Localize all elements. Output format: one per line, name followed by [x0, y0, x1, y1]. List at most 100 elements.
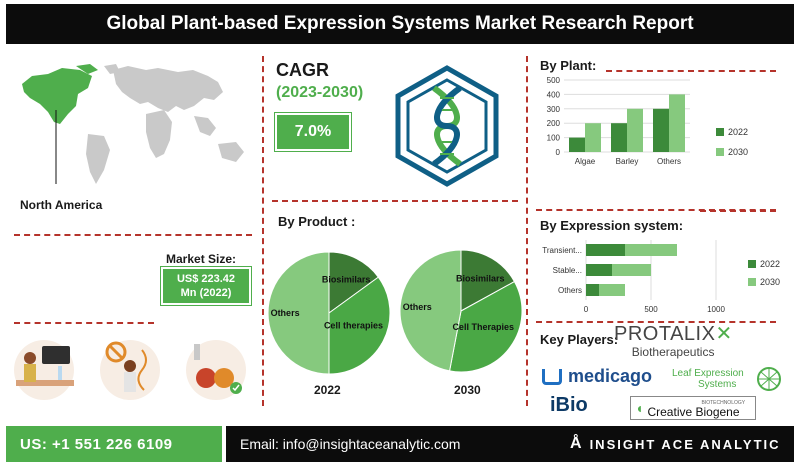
creative-biogene-logo: ◖ BIOTECHNOLOGY Creative Biogene [630, 396, 756, 420]
divider-right-h2 [536, 321, 776, 323]
ibio-logo: iBio [550, 394, 588, 416]
expr-bar-2022 [586, 284, 599, 296]
dna-hexagon-icon [395, 65, 499, 187]
market-size-value-line1: US$ 223.42 [176, 273, 236, 285]
pie-slice-label: Biosimilars [456, 273, 505, 283]
plant-bar-2030 [585, 123, 601, 152]
cagr-period: (2023-2030) [276, 84, 364, 101]
region-label: North America [20, 198, 103, 212]
plant-y-tick-label: 300 [547, 105, 561, 114]
plant-y-tick-label: 100 [547, 134, 561, 143]
report-title: Global Plant-based Expression Systems Ma… [6, 4, 794, 44]
medicago-logo: medicago [542, 366, 652, 387]
world-map [22, 64, 244, 184]
expression-bar-chart: 0 500 1000 Transient... Stable... Others 2022 2… [542, 240, 780, 314]
product-title: By Product : [278, 214, 356, 229]
creative-icon: ◖ [635, 400, 644, 416]
lab-illustration-3 [186, 340, 246, 400]
plant-bar-2030 [627, 108, 643, 152]
expr-x-tick-label: 500 [644, 305, 658, 314]
plant-legend-label: 2030 [728, 147, 748, 157]
expr-legend-swatch [748, 260, 756, 268]
plant-y-tick-label: 500 [547, 76, 561, 85]
divider-right-h [536, 209, 776, 211]
expr-y-tick-label: Stable... [553, 266, 582, 275]
leaf-name-line1: Leaf Expression [672, 368, 744, 379]
expr-bar-2030 [612, 264, 651, 276]
footer-contact-bar: Email: info@insightaceanalytic.com Å INS… [226, 426, 794, 462]
pie-slice [328, 251, 380, 314]
plant-bar-chart: 0 100 200 300 400 500 Algae Barley Others 2022 203… [547, 76, 748, 166]
market-size-value-line2: Mn (2022) [180, 287, 232, 299]
lab-illustration-1 [14, 340, 74, 400]
brand-logo-icon: Å [570, 435, 582, 452]
footer-phone[interactable]: US: +1 551 226 6109 [6, 426, 222, 462]
leaf-name-line2: Systems [698, 379, 737, 390]
medicago-name: medicago [568, 366, 653, 386]
pie-slice [328, 276, 391, 375]
plant-bar-2022 [653, 108, 669, 152]
plant-bar-2030 [669, 94, 685, 152]
plant-bar-2022 [611, 123, 627, 152]
pie-chart-2030: Biosimilars Cell Therapies Others [399, 249, 523, 373]
pie-2030-year: 2030 [454, 383, 481, 397]
pie-slice-label: Cell Therapies [452, 322, 514, 332]
plant-y-tick-label: 400 [547, 90, 561, 99]
footer-email[interactable]: Email: info@insightaceanalytic.com [240, 436, 461, 452]
market-size-box: US$ 223.42 Mn (2022) [160, 266, 252, 306]
expr-x-tick-label: 1000 [707, 305, 725, 314]
pie-slice-label: Others [271, 308, 300, 318]
leaf-globe-icon [757, 367, 781, 391]
protalix-name: PROTALIX [614, 323, 716, 345]
expr-legend-swatch [748, 278, 756, 286]
pie-slice [267, 251, 330, 375]
plant-x-tick-label: Algae [575, 157, 596, 166]
pie-2022-year: 2022 [314, 383, 341, 397]
divider-left-h2 [14, 322, 154, 324]
expr-legend-label: 2030 [760, 277, 780, 287]
plant-bar-2022 [569, 137, 585, 152]
pie-slice-label: Others [403, 302, 432, 312]
divider-right-h-mid [700, 210, 776, 212]
plant-y-tick-label: 0 [556, 148, 561, 157]
leaf-expression-logo: Leaf Expression Systems [672, 368, 744, 390]
market-size-label: Market Size: [166, 252, 237, 266]
expr-y-tick-label: Transient... [542, 246, 582, 255]
expr-bar-2022 [586, 244, 625, 256]
expr-bar-2030 [625, 244, 677, 256]
plant-legend-swatch [716, 148, 724, 156]
key-players-label: Key Players: [540, 332, 619, 347]
plant-chart-title: By Plant: [540, 58, 597, 73]
plant-x-tick-label: Barley [616, 157, 639, 166]
creative-name: Creative Biogene [647, 405, 740, 419]
cagr-value: 7.0% [277, 115, 349, 149]
plant-legend-swatch [716, 128, 724, 136]
plant-y-tick-label: 200 [547, 119, 561, 128]
pie-chart-2022: Biosimilars Cell therapies Others [267, 251, 391, 375]
north-america-highlight [22, 68, 92, 124]
pie-slice [448, 280, 523, 373]
plant-x-tick-label: Others [657, 157, 681, 166]
divider-right-h-top [606, 70, 776, 72]
expr-x-tick-label: 0 [584, 305, 589, 314]
expression-chart-title: By Expression system: [540, 218, 684, 233]
pie-slice [460, 249, 516, 312]
medicago-icon [542, 368, 562, 385]
pie-slice-label: Biosimilars [322, 274, 371, 284]
divider-right [526, 56, 528, 406]
divider-left [262, 56, 264, 406]
expr-legend-label: 2022 [760, 259, 780, 269]
cagr-label: CAGR [276, 60, 329, 80]
pie-slice [399, 249, 462, 372]
lab-illustration-2 [100, 340, 160, 400]
expr-bar-2022 [586, 264, 612, 276]
protalix-logo: PROTALIX✕ Biotherapeutics [614, 323, 733, 359]
protalix-subtitle: Biotherapeutics [631, 345, 715, 359]
plant-legend-label: 2022 [728, 127, 748, 137]
expr-y-tick-label: Others [558, 286, 582, 295]
cagr-box: 7.0% [274, 112, 352, 152]
expr-bar-2030 [599, 284, 625, 296]
creative-sub: BIOTECHNOLOGY [701, 400, 746, 406]
market-size-value: US$ 223.42 Mn (2022) [163, 269, 249, 303]
footer-brand: INSIGHT ACE ANALYTIC [589, 436, 781, 452]
